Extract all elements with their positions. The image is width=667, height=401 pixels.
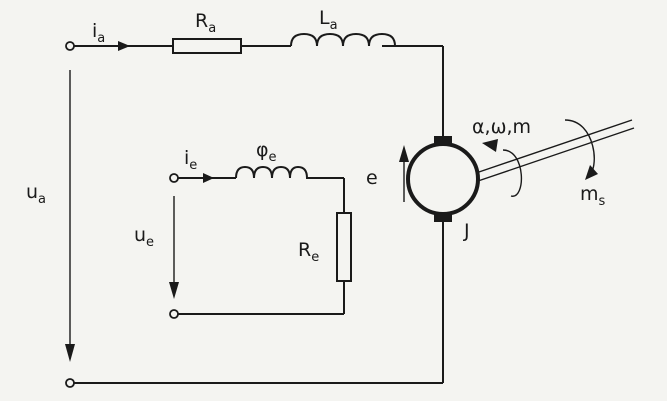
motor-rotor [406,142,480,216]
field-voltage-label: ue [134,224,154,250]
armature-inductor [290,32,396,47]
armature-voltage-label: ua [26,181,46,207]
field-resistor [336,212,352,282]
armature-terminal-bottom [65,378,75,388]
field-voltage-arrowhead [169,282,179,299]
motor-brush-top [434,136,452,145]
armature-resistor-label: Ra [195,10,216,36]
field-resistor-label: Re [298,239,319,265]
rotation-arrow-motion [502,149,522,197]
emf-arrowhead [399,145,409,162]
motion-label: α,ω,m [472,116,531,138]
emf-label: e [366,167,378,189]
motor-shaft-upper [475,119,633,174]
field-winding [235,165,308,179]
field-circuit: ie φe Re ue [134,139,352,319]
field-terminal-bottom [169,309,179,319]
rotation-arrowhead-motion [482,139,498,152]
dc-motor: e J α,ω,m ms [366,116,635,242]
armature-voltage-arrowhead [65,344,75,362]
motor-shaft-lower [477,127,635,182]
field-terminal-top [169,173,179,183]
armature-inductor-label: La [319,7,338,33]
load-torque-label: ms [580,183,606,209]
inertia-label: J [463,220,470,242]
armature-circuit: ia Ra La ua [26,7,444,388]
armature-current-arrowhead [118,41,130,51]
motor-brush-bottom [434,213,452,222]
armature-current-label: ia [92,20,105,46]
field-current-arrowhead [203,173,214,183]
field-current-label: ie [184,147,197,173]
rotation-arrowhead-load [585,165,598,180]
armature-resistor [172,38,242,54]
field-flux-label: φe [256,139,277,165]
armature-terminal-top [65,41,75,51]
